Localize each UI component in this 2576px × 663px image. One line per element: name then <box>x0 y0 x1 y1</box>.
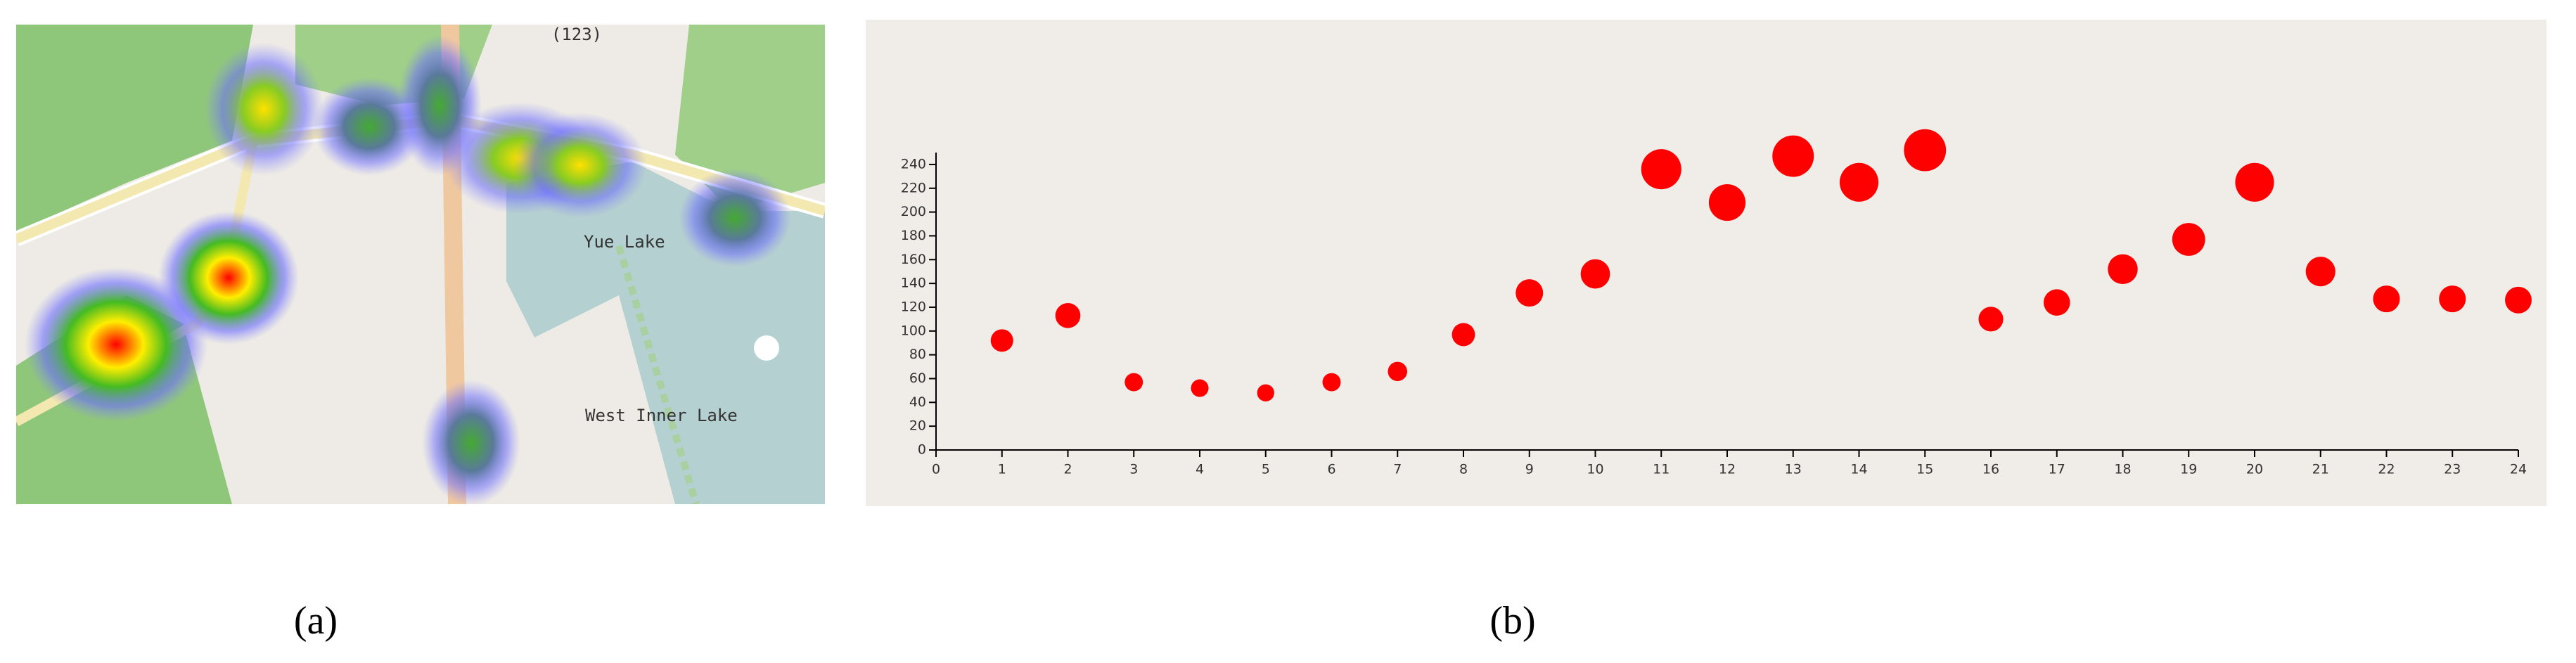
x-tick-label: 7 <box>1393 462 1402 477</box>
bubble <box>1257 384 1274 401</box>
bubble <box>1516 279 1544 307</box>
x-tick-label: 1 <box>998 462 1006 477</box>
x-tick-label: 18 <box>2114 462 2131 477</box>
heat-spot <box>204 42 323 176</box>
heat-spot <box>25 267 207 422</box>
chart-background <box>866 20 2546 506</box>
x-tick-label: 6 <box>1327 462 1335 477</box>
y-tick-label: 100 <box>901 323 926 338</box>
y-tick-label: 160 <box>901 252 926 267</box>
bubble <box>1452 323 1475 347</box>
x-tick-label: 4 <box>1196 462 1204 477</box>
map-label: Yue Lake <box>584 232 665 252</box>
y-tick-label: 220 <box>901 180 926 195</box>
y-tick-label: 200 <box>901 204 926 219</box>
x-tick-label: 20 <box>2246 462 2263 477</box>
island <box>754 335 779 361</box>
bubble <box>1388 361 1407 382</box>
bubble <box>1772 135 1814 177</box>
heat-spot <box>158 211 299 345</box>
x-tick-label: 21 <box>2312 462 2329 477</box>
x-tick-label: 13 <box>1785 462 1802 477</box>
bubble <box>2505 286 2532 314</box>
heat-spot <box>422 380 520 504</box>
bubble <box>2043 289 2070 316</box>
caption: (a) <box>294 599 338 643</box>
heat-spot <box>313 77 425 176</box>
y-tick-label: 180 <box>901 228 926 243</box>
x-tick-label: 12 <box>1719 462 1736 477</box>
bubble <box>1124 373 1143 392</box>
heat-spot <box>513 112 647 218</box>
x-tick-label: 16 <box>1982 462 1999 477</box>
bubble <box>2305 257 2335 287</box>
x-tick-label: 9 <box>1525 462 1534 477</box>
x-tick-label: 15 <box>1916 462 1933 477</box>
y-tick-label: 0 <box>918 442 926 458</box>
y-tick-label: 60 <box>909 371 926 386</box>
park <box>16 25 253 232</box>
x-tick-label: 17 <box>2049 462 2065 477</box>
y-tick-label: 120 <box>901 299 926 314</box>
bubble <box>1839 162 1879 202</box>
map-label: (123) <box>551 25 602 44</box>
x-tick-label: 3 <box>1129 462 1138 477</box>
x-tick-label: 8 <box>1459 462 1468 477</box>
y-tick-label: 40 <box>909 394 926 410</box>
bubble <box>1978 307 2004 332</box>
x-tick-label: 11 <box>1653 462 1670 477</box>
x-tick-label: 23 <box>2444 462 2461 477</box>
bubble <box>1708 184 1746 221</box>
x-tick-label: 14 <box>1850 462 1867 477</box>
y-tick-label: 80 <box>909 347 926 362</box>
x-tick-label: 0 <box>932 462 940 477</box>
bubble <box>2172 223 2205 256</box>
y-tick-label: 140 <box>901 276 926 291</box>
x-tick-label: 10 <box>1587 462 1603 477</box>
map: (123) Yue Lake West Inner Lake <box>16 25 825 504</box>
bubble <box>1641 149 1681 190</box>
bubble <box>1580 259 1610 289</box>
heat-spot <box>679 169 791 267</box>
bubble <box>1191 379 1209 397</box>
x-tick-label: 22 <box>2378 462 2395 477</box>
bubble <box>1904 129 1947 172</box>
bubble <box>1055 302 1081 328</box>
bubble <box>2108 254 2138 285</box>
y-tick-label: 20 <box>909 418 926 434</box>
y-tick-label: 240 <box>901 156 926 172</box>
x-tick-label: 5 <box>1262 462 1270 477</box>
map-label: West Inner Lake <box>585 406 738 425</box>
x-tick-label: 24 <box>2510 462 2527 477</box>
bubble <box>2235 162 2274 202</box>
x-tick-label: 19 <box>2180 462 2197 477</box>
park <box>675 25 825 211</box>
x-tick-label: 2 <box>1063 462 1072 477</box>
bubble <box>990 329 1013 352</box>
bubble <box>2373 285 2400 313</box>
rail <box>615 245 700 504</box>
bubble <box>2439 285 2466 313</box>
bubble <box>1322 373 1341 392</box>
caption: (b) <box>1489 599 1535 643</box>
